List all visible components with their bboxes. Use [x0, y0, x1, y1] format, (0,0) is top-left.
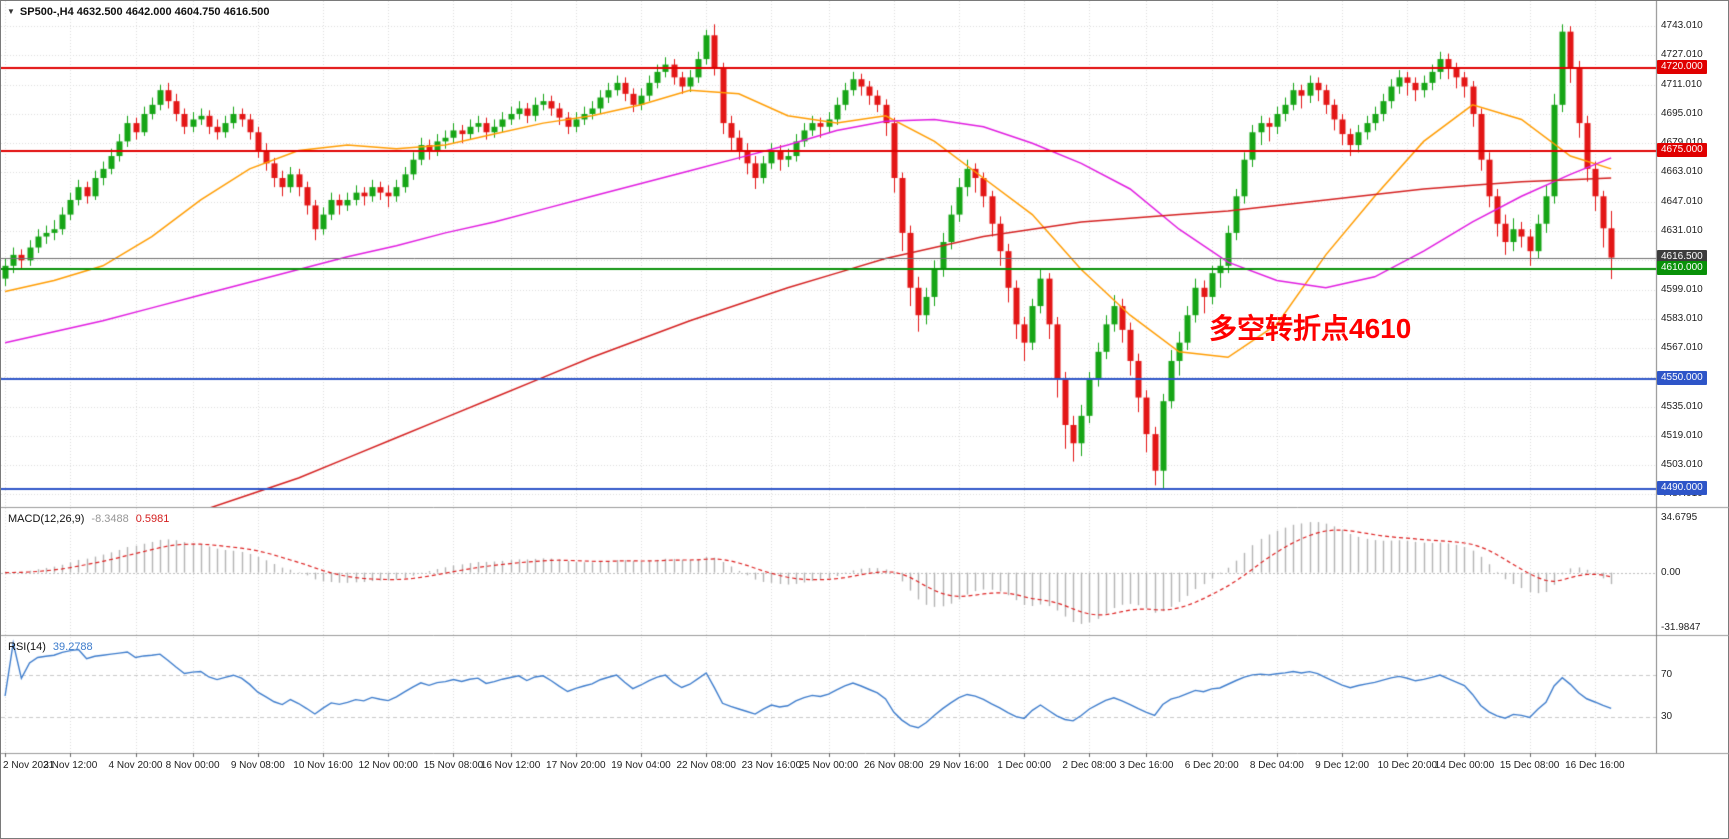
time-axis-label: 10 Nov 16:00 — [293, 760, 353, 771]
time-axis-label: 25 Nov 00:00 — [798, 760, 859, 771]
time-axis-label: 19 Nov 04:00 — [611, 760, 671, 771]
price-tick-label: 4583.010 — [1661, 312, 1703, 324]
time-axis-label: 16 Nov 12:00 — [480, 760, 541, 771]
price-tick-label: 4711.010 — [1661, 78, 1702, 90]
macd-axis-bottom-label: -31.9847 — [1661, 622, 1701, 633]
rsi-level-30-label: 30 — [1661, 711, 1673, 723]
time-axis-label: 2 Dec 08:00 — [1062, 760, 1117, 771]
rsi-name-label: RSI(14) — [8, 641, 46, 653]
time-axis-label: 12 Nov 00:00 — [358, 760, 419, 771]
price-line-badge: 4610.000 — [1657, 261, 1707, 276]
time-axis-label: 22 Nov 08:00 — [676, 760, 736, 771]
symbol-dropdown-icon[interactable]: ▼ — [7, 7, 15, 16]
macd-name-label: MACD(12,26,9) — [8, 513, 85, 525]
time-axis-label: 9 Nov 08:00 — [230, 760, 285, 771]
time-axis-label: 26 Nov 08:00 — [863, 760, 924, 771]
time-axis-label: 3 Dec 16:00 — [1119, 760, 1174, 771]
macd-axis-zero-label: 0.00 — [1661, 566, 1681, 578]
macd-indicator-header: MACD(12,26,9) -8.3488 0.5981 — [8, 513, 169, 525]
price-line-badge: 4550.000 — [1657, 371, 1707, 386]
price-line-badge: 4490.000 — [1657, 481, 1707, 496]
time-axis-label: 14 Dec 00:00 — [1434, 760, 1495, 771]
price-tick-label: 4743.010 — [1661, 20, 1703, 32]
time-axis-label: 3 Nov 12:00 — [43, 760, 98, 771]
time-axis-label: 23 Nov 16:00 — [741, 760, 802, 771]
macd-signal-value: 0.5981 — [135, 513, 170, 525]
time-axis[interactable]: 2 Nov 2021 3 Nov 12:00 4 Nov 20:00 8 Nov 00… — [1, 754, 1656, 780]
chart-symbol-header: ▼ SP500-,H4 4632.500 4642.000 4604.750 46… — [7, 6, 269, 18]
price-line-badge: 4616.500 — [1657, 249, 1707, 264]
time-axis-label: 8 Dec 04:00 — [1249, 760, 1304, 771]
time-axis-label: 1 Dec 00:00 — [997, 760, 1052, 771]
price-line-badge: 4720.000 — [1657, 60, 1707, 75]
price-tick-label: 4599.010 — [1661, 283, 1703, 295]
time-axis-label: 9 Dec 12:00 — [1315, 760, 1370, 771]
time-axis-label: 15 Nov 08:00 — [423, 760, 484, 771]
price-axis[interactable]: 34.6795 0.00 -31.9847 70 30 4743.010 4727… — [1656, 1, 1729, 753]
time-axis-label: 29 Nov 16:00 — [929, 760, 989, 771]
time-axis-label: 2 Nov 2021 — [3, 760, 55, 771]
price-tick-label: 4663.010 — [1661, 166, 1703, 178]
price-line-badge: 4675.000 — [1657, 142, 1707, 157]
time-axis-label: 6 Dec 20:00 — [1184, 760, 1239, 771]
chart-annotation-text[interactable]: 多空转折点4610 — [1209, 313, 1412, 344]
price-tick-label: 4503.010 — [1661, 459, 1703, 471]
time-axis-label: 4 Nov 20:00 — [108, 760, 163, 771]
time-axis-label: 17 Nov 20:00 — [546, 760, 606, 771]
macd-axis-top-label: 34.6795 — [1661, 512, 1698, 523]
price-tick-label: 4727.010 — [1661, 49, 1703, 61]
price-tick-label: 4567.010 — [1661, 342, 1703, 354]
time-axis-label: 8 Nov 00:00 — [165, 760, 220, 771]
time-axis-label: 10 Dec 20:00 — [1377, 760, 1438, 771]
price-tick-label: 4647.010 — [1661, 195, 1703, 207]
price-tick-label: 4519.010 — [1661, 429, 1703, 441]
time-axis-label: 15 Dec 08:00 — [1499, 760, 1560, 771]
time-axis-label: 16 Dec 16:00 — [1565, 760, 1625, 771]
rsi-value: 39.2788 — [52, 641, 93, 653]
symbol-ohlc-label: SP500-,H4 4632.500 4642.000 4604.750 461… — [19, 6, 270, 18]
price-tick-label: 4631.010 — [1661, 225, 1703, 237]
price-tick-label: 4695.010 — [1661, 107, 1703, 119]
rsi-level-70-label: 70 — [1661, 668, 1673, 680]
price-tick-label: 4535.010 — [1661, 400, 1703, 412]
macd-main-value: -8.3488 — [91, 513, 129, 525]
rsi-indicator-header: RSI(14) 39.2788 — [8, 641, 93, 653]
